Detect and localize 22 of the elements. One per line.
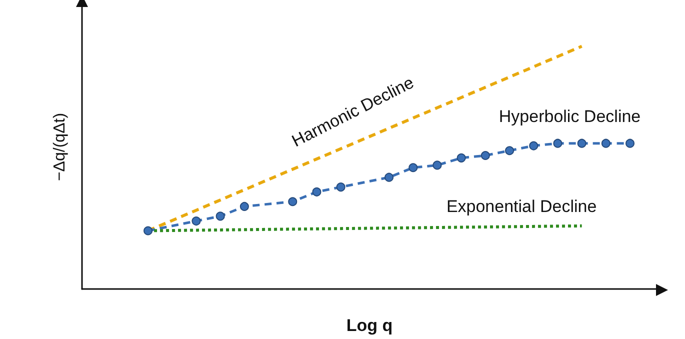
point: [288, 197, 298, 206]
point: [480, 151, 490, 160]
point: [432, 160, 442, 170]
point: [626, 138, 635, 148]
point: [192, 216, 201, 226]
series-label: Hyperbolic Decline: [498, 107, 641, 126]
point: [144, 226, 153, 236]
point: [408, 163, 418, 172]
point: [456, 153, 466, 162]
point: [240, 202, 249, 211]
point: [336, 182, 346, 192]
point: [601, 138, 610, 148]
point: [553, 138, 562, 148]
point: [216, 212, 225, 221]
series-label: Exponential Decline: [446, 196, 597, 216]
y-axis-title: −Δq/(qΔt): [52, 112, 68, 182]
point: [384, 172, 394, 182]
point: [577, 138, 586, 148]
point: [312, 187, 322, 196]
point: [529, 141, 538, 150]
point: [505, 146, 514, 156]
x-axis-title: Log q: [346, 316, 393, 335]
